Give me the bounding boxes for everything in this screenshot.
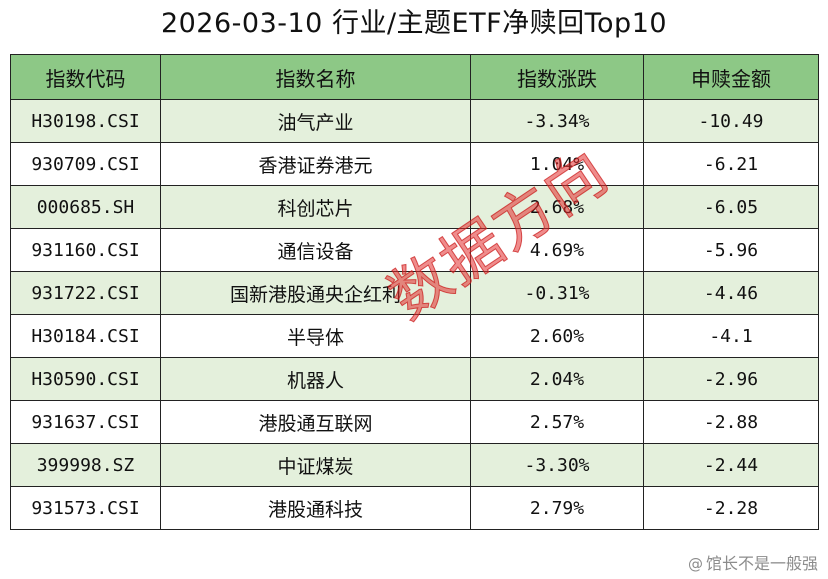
redemption-amount-cell: -2.44 <box>643 443 819 487</box>
index-change-cell: -3.34% <box>470 99 644 143</box>
redemption-amount-cell: -2.28 <box>643 486 819 530</box>
index-change-cell: 2.60% <box>470 314 644 358</box>
index-name-cell: 油气产业 <box>160 99 471 143</box>
table-row: 931637.CSI 港股通互联网 2.57% -2.88 <box>10 400 819 444</box>
index-change-cell: 1.04% <box>470 142 644 186</box>
index-code-cell: H30590.CSI <box>10 357 161 401</box>
redemption-amount-cell: -5.96 <box>643 228 819 272</box>
redemption-amount-cell: -2.88 <box>643 400 819 444</box>
index-code-cell: 000685.SH <box>10 185 161 229</box>
index-code-cell: 930709.CSI <box>10 142 161 186</box>
at-sign-icon: @ <box>687 555 703 573</box>
table-row: H30184.CSI 半导体 2.60% -4.1 <box>10 314 819 358</box>
redemption-amount-cell: -4.46 <box>643 271 819 315</box>
index-code-cell: 931160.CSI <box>10 228 161 272</box>
index-code-cell: 399998.SZ <box>10 443 161 487</box>
table-row: H30198.CSI 油气产业 -3.34% -10.49 <box>10 99 819 143</box>
redemption-amount-cell: -6.21 <box>643 142 819 186</box>
table-row: 931573.CSI 港股通科技 2.79% -2.28 <box>10 486 819 530</box>
column-header-code: 指数代码 <box>10 54 161 100</box>
redemption-amount-cell: -4.1 <box>643 314 819 358</box>
column-header-change: 指数涨跌 <box>470 54 644 100</box>
index-name-cell: 科创芯片 <box>160 185 471 229</box>
index-code-cell: H30198.CSI <box>10 99 161 143</box>
index-name-cell: 国新港股通央企红利 <box>160 271 471 315</box>
index-code-cell: 931573.CSI <box>10 486 161 530</box>
column-header-amount: 申赎金额 <box>643 54 819 100</box>
redemption-amount-cell: -6.05 <box>643 185 819 229</box>
page-title: 2026-03-10 行业/主题ETF净赎回Top10 <box>160 8 668 39</box>
table-row: 930709.CSI 香港证券港元 1.04% -6.21 <box>10 142 819 186</box>
index-code-cell: 931722.CSI <box>10 271 161 315</box>
table-row: 000685.SH 科创芯片 2.68% -6.05 <box>10 185 819 229</box>
index-change-cell: 2.04% <box>470 357 644 401</box>
column-header-name: 指数名称 <box>160 54 471 100</box>
table-row: 931160.CSI 通信设备 4.69% -5.96 <box>10 228 819 272</box>
index-code-cell: 931637.CSI <box>10 400 161 444</box>
redemption-amount-cell: -2.96 <box>643 357 819 401</box>
index-name-cell: 中证煤炭 <box>160 443 471 487</box>
table-header-row: 指数代码 指数名称 指数涨跌 申赎金额 <box>10 54 819 100</box>
redemption-amount-cell: -10.49 <box>643 99 819 143</box>
table-row: H30590.CSI 机器人 2.04% -2.96 <box>10 357 819 401</box>
author-name: 馆长不是一般强 <box>705 554 818 573</box>
index-name-cell: 通信设备 <box>160 228 471 272</box>
index-name-cell: 半导体 <box>160 314 471 358</box>
index-name-cell: 香港证券港元 <box>160 142 471 186</box>
index-change-cell: 4.69% <box>470 228 644 272</box>
etf-redemption-table: 指数代码 指数名称 指数涨跌 申赎金额 H30198.CSI 油气产业 -3.3… <box>10 54 819 530</box>
index-name-cell: 港股通科技 <box>160 486 471 530</box>
index-change-cell: 2.57% <box>470 400 644 444</box>
index-change-cell: 2.68% <box>470 185 644 229</box>
table-row: 931722.CSI 国新港股通央企红利 -0.31% -4.46 <box>10 271 819 315</box>
index-code-cell: H30184.CSI <box>10 314 161 358</box>
index-name-cell: 港股通互联网 <box>160 400 471 444</box>
index-name-cell: 机器人 <box>160 357 471 401</box>
index-change-cell: -3.30% <box>470 443 644 487</box>
table-row: 399998.SZ 中证煤炭 -3.30% -2.44 <box>10 443 819 487</box>
author-credit: @ 馆长不是一般强 <box>688 553 818 575</box>
index-change-cell: -0.31% <box>470 271 644 315</box>
index-change-cell: 2.79% <box>470 486 644 530</box>
